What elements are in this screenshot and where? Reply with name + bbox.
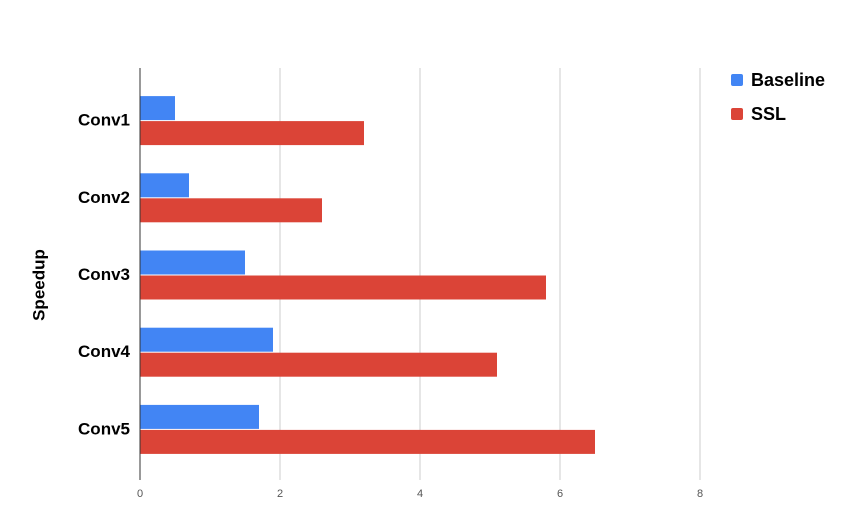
legend-swatch	[731, 108, 743, 120]
y-tick-label: Conv4	[78, 342, 131, 361]
x-tick-label: 8	[697, 488, 703, 500]
bar	[140, 352, 497, 377]
x-tick-label: 0	[137, 488, 143, 500]
axis-title: Speedup	[29, 249, 48, 321]
x-tick-label: 2	[277, 488, 283, 500]
bar	[140, 429, 595, 454]
bar	[140, 404, 259, 429]
legend-label: SSL	[751, 104, 786, 124]
bar	[140, 275, 546, 300]
legend-swatch	[731, 74, 743, 86]
y-tick-label: Conv5	[78, 419, 130, 438]
y-tick-label: Conv2	[78, 188, 130, 207]
bar	[140, 173, 189, 198]
x-tick-label: 4	[417, 488, 423, 500]
bar	[140, 198, 322, 223]
bar	[140, 250, 245, 275]
bar	[140, 96, 175, 121]
x-tick-label: 6	[557, 488, 563, 500]
bar	[140, 121, 364, 146]
y-tick-label: Conv1	[78, 111, 130, 130]
y-tick-label: Conv3	[78, 265, 130, 284]
bar	[140, 327, 273, 352]
legend-label: Baseline	[751, 70, 825, 90]
